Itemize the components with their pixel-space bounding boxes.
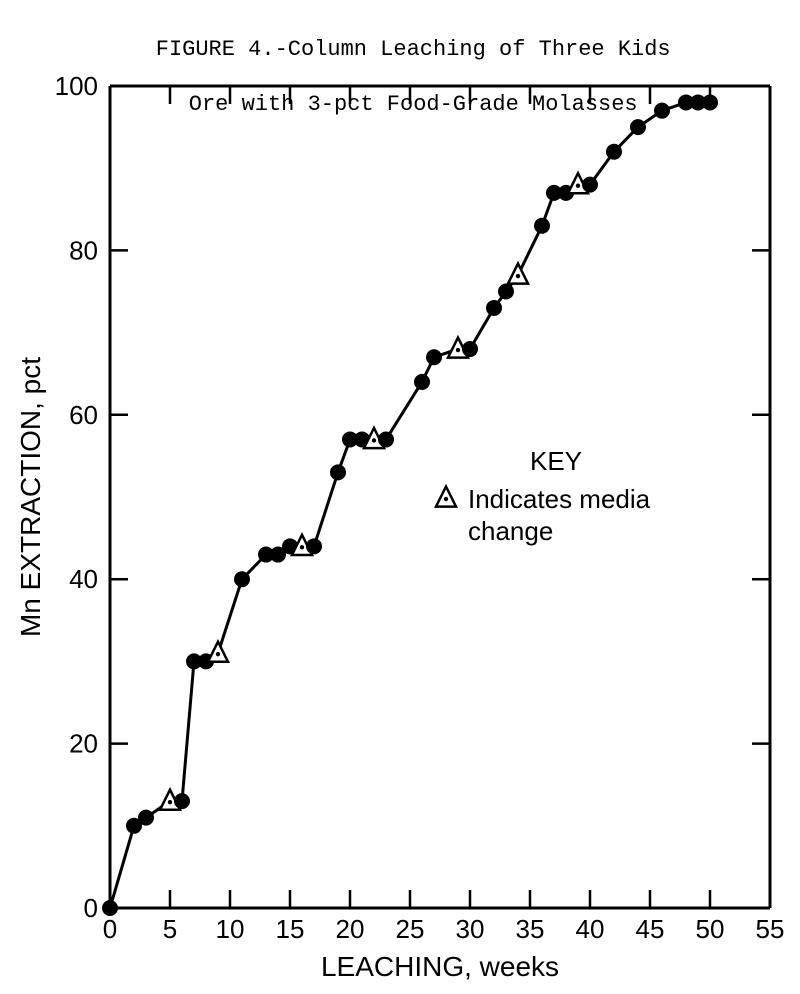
x-tick-label: 20 [336, 914, 365, 944]
triangle-center-dot [300, 545, 304, 549]
triangle-marker [508, 264, 528, 284]
y-tick-label: 0 [84, 893, 98, 923]
triangle-center-dot [576, 183, 580, 187]
chart-container: { "title_line1": "FIGURE 4.-Column Leach… [0, 0, 800, 994]
triangle-center-dot [372, 438, 376, 442]
legend: KEY Indicates mediachange [436, 446, 651, 546]
x-tick-label: 5 [163, 914, 177, 944]
x-tick-label: 25 [396, 914, 425, 944]
legend-title: KEY [530, 446, 582, 476]
y-tick-label: 100 [55, 71, 98, 101]
legend-line2: change [468, 516, 553, 546]
x-tick-label: 55 [756, 914, 785, 944]
dot-marker [426, 349, 442, 365]
x-tick-label: 35 [516, 914, 545, 944]
y-tick-label: 20 [69, 729, 98, 759]
dot-marker [330, 464, 346, 480]
y-tick-label: 80 [69, 235, 98, 265]
x-tick-label: 10 [216, 914, 245, 944]
dot-marker [378, 431, 394, 447]
dot-marker [306, 538, 322, 554]
triangle-center-dot [456, 348, 460, 352]
x-axis-label: LEACHING, weeks [321, 951, 559, 982]
triangle-marker [208, 642, 228, 662]
dot-marker [102, 900, 118, 916]
dot-marker [486, 300, 502, 316]
dot-marker [582, 177, 598, 193]
dot-marker [702, 94, 718, 110]
triangle-center-dot [516, 274, 520, 278]
dot-marker [534, 218, 550, 234]
dot-marker [138, 810, 154, 826]
x-tick-label: 0 [103, 914, 117, 944]
x-tick-label: 50 [696, 914, 725, 944]
y-tick-label: 60 [69, 400, 98, 430]
y-tick-label: 40 [69, 564, 98, 594]
x-tick-label: 40 [576, 914, 605, 944]
triangle-center-dot [444, 497, 448, 501]
dot-marker [462, 341, 478, 357]
dot-marker [630, 119, 646, 135]
triangle-marker [436, 487, 456, 507]
x-tick-label: 30 [456, 914, 485, 944]
dot-marker [606, 144, 622, 160]
x-tick-label: 45 [636, 914, 665, 944]
dot-marker [234, 571, 250, 587]
y-axis-label: Mn EXTRACTION, pct [15, 357, 46, 637]
x-tick-label: 15 [276, 914, 305, 944]
dot-marker [654, 103, 670, 119]
dot-marker [414, 374, 430, 390]
legend-line1: Indicates media [468, 484, 651, 514]
dot-marker [174, 793, 190, 809]
dot-marker [498, 284, 514, 300]
triangle-center-dot [168, 800, 172, 804]
chart-svg: 0 5 10 15 20 25 30 35 40 45 50 55 0 20 40 60 80 100 Mn EXT… [0, 0, 800, 994]
triangle-center-dot [216, 652, 220, 656]
